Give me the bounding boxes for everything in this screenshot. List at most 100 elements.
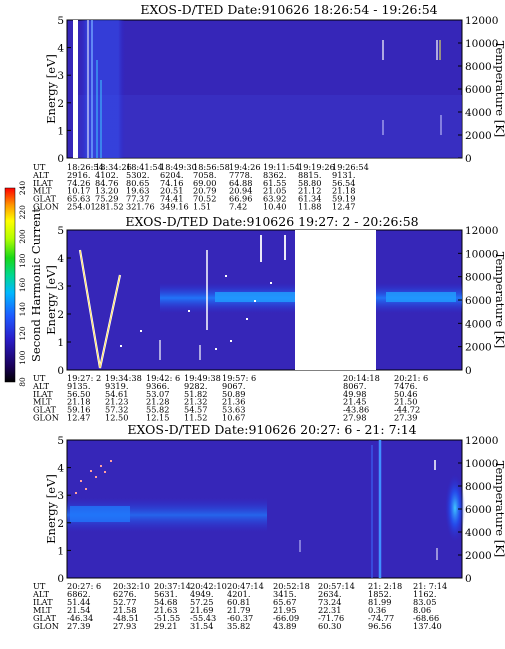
table-cell: 9319.	[105, 381, 128, 391]
noise-dot	[110, 460, 112, 462]
table-cell: 77.37	[126, 194, 149, 204]
y-tick-label: 1	[57, 545, 64, 557]
table-cell: -60.37	[227, 613, 253, 623]
table-cell: 20:14:18	[343, 373, 380, 383]
table-cell: -55.43	[190, 613, 216, 623]
table-cell: 63.92	[263, 194, 286, 204]
table-cell: 3415.	[273, 589, 296, 599]
table-cell: 74.16	[160, 178, 183, 188]
noise-dot	[246, 318, 248, 320]
table-row-label: GLAT	[33, 194, 56, 204]
table-cell: 9131.	[332, 170, 355, 180]
table-cell: 21.32	[184, 397, 207, 407]
table-cell: 21.18	[67, 397, 90, 407]
table-cell: 81.99	[368, 597, 391, 607]
table-cell: 27.39	[394, 413, 417, 423]
table-cell: 51.44	[67, 597, 90, 607]
table-cell: 254.01	[67, 202, 96, 212]
table-cell: 21.28	[146, 397, 169, 407]
noise-dot	[75, 492, 77, 494]
colorbar-tick-label: 100	[18, 350, 27, 365]
table-cell: 6276.	[113, 589, 136, 599]
y2-tick-label: 10000	[465, 38, 498, 50]
y-tick-label: 1	[57, 125, 64, 137]
y-tick-label: 2	[57, 98, 64, 110]
y2-tick-label: 2000	[465, 130, 492, 142]
table-cell: 56.54	[332, 178, 355, 188]
table-cell: 60.30	[318, 621, 341, 631]
table-cell: 84.76	[95, 178, 118, 188]
y-tick-label: 3	[57, 281, 64, 293]
y2-tick-label: 6000	[465, 504, 492, 516]
colorbar-tick-label: 160	[18, 278, 27, 293]
table-row-label: MLT	[33, 605, 52, 615]
table-cell: 7058.	[193, 170, 216, 180]
panel-2-streaks	[78, 235, 286, 369]
y-tick-label: 0	[57, 573, 64, 585]
table-cell: 8815.	[298, 170, 321, 180]
table-cell: 2916.	[67, 170, 90, 180]
y2-tick-label: 0	[465, 573, 472, 585]
colorbar-tick-label: 80	[18, 377, 27, 387]
table-cell: 19:19:26	[298, 162, 335, 172]
table-cell: 69.00	[193, 178, 216, 188]
v-trace-core	[79, 249, 121, 369]
panel-1-enhancement	[80, 20, 125, 158]
table-cell: 50.46	[394, 389, 417, 399]
y2-tick-label: 2000	[465, 550, 492, 562]
table-cell: 19:4:26	[229, 162, 261, 172]
y-tick-label: 5	[57, 435, 64, 447]
panel-3-band-core	[70, 506, 130, 522]
y-tick-label: 3	[57, 70, 64, 82]
table-cell: 137.40	[413, 621, 442, 631]
panel-2-core-left	[215, 292, 295, 302]
table-cell: 349.16	[160, 202, 189, 212]
panel-3-y2-axis: 0 2000 4000 6000 8000 10000 12000	[458, 435, 498, 585]
table-cell: 55.82	[146, 405, 169, 415]
table-cell: 1.51	[193, 202, 211, 212]
table-cell: -66.09	[273, 613, 299, 623]
table-cell: 281.52	[95, 202, 124, 212]
table-cell: 4201.	[227, 589, 250, 599]
table-cell: 19:11:54	[263, 162, 300, 172]
table-cell: 74.26	[67, 178, 90, 188]
table-row-label: UT	[33, 162, 46, 172]
colorbar-gradient	[4, 187, 16, 383]
panel-2-title: EXOS-D/TED Date:910626 19:27: 2 - 20:26:…	[125, 214, 418, 229]
table-cell: 54.61	[105, 389, 128, 399]
table-cell: 80.65	[126, 178, 149, 188]
table-cell: 9067.	[222, 381, 245, 391]
table-cell: 6862.	[67, 589, 90, 599]
colorbar-ticks: 80 100 120 140 160 180 200 220 240	[18, 181, 27, 387]
table-cell: 75.29	[95, 194, 118, 204]
panel-1-low-band	[78, 95, 462, 158]
table-cell: 20:52:18	[273, 581, 310, 591]
table-cell: 10.67	[222, 413, 245, 423]
table-cell: 19:27: 2	[67, 373, 101, 383]
colorbar-tick-label: 240	[18, 181, 27, 196]
table-cell: 29.21	[154, 621, 177, 631]
y2-tick-label: 12000	[465, 15, 498, 27]
table-cell: 27.93	[113, 621, 136, 631]
table-row-label: ILAT	[33, 597, 53, 607]
table-cell: 6204.	[160, 170, 183, 180]
table-cell: 58.80	[298, 178, 321, 188]
table-cell: 53.07	[146, 389, 169, 399]
table-cell: 10.40	[263, 202, 286, 212]
table-cell: 27.39	[67, 621, 90, 631]
panel-2-y-label: Energy [eV]	[44, 265, 58, 335]
table-cell: 20:21: 6	[394, 373, 428, 383]
table-cell: 21: 2:18	[368, 581, 402, 591]
table-cell: 9366.	[146, 381, 169, 391]
table-cell: 54.57	[184, 405, 207, 415]
table-cell: 22.31	[318, 605, 341, 615]
table-cell: 54.68	[154, 597, 177, 607]
table-cell: 21.45	[343, 397, 366, 407]
colorbar-tick-label: 120	[18, 326, 27, 341]
table-cell: 21.50	[394, 397, 417, 407]
table-cell: 4102.	[95, 170, 118, 180]
y-tick-label: 5	[57, 15, 64, 27]
panel-3-y-label: Energy [eV]	[44, 474, 58, 544]
